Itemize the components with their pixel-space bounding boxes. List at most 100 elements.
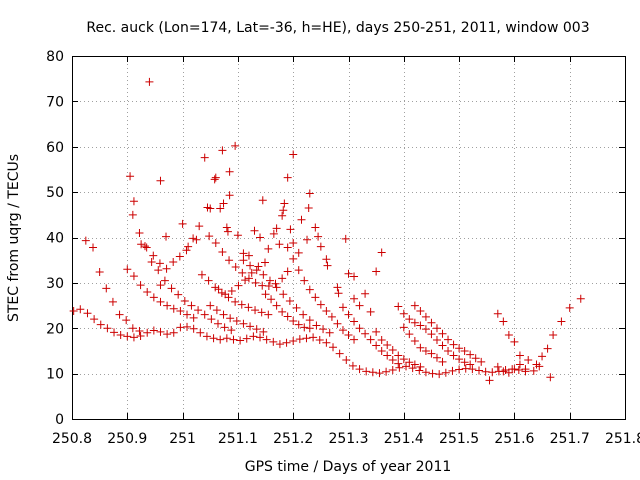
data-point bbox=[227, 287, 236, 296]
y-axis-label: STEC from uqrg / TECUs bbox=[6, 154, 22, 322]
data-point bbox=[543, 344, 552, 353]
data-point bbox=[355, 324, 364, 333]
data-point bbox=[435, 370, 444, 379]
x-tick-label: 251.7 bbox=[550, 431, 590, 447]
data-point bbox=[90, 315, 99, 324]
data-point bbox=[278, 274, 287, 283]
data-point bbox=[311, 293, 320, 302]
data-point bbox=[205, 232, 214, 241]
data-point bbox=[399, 355, 408, 364]
data-point bbox=[410, 318, 419, 327]
data-point bbox=[163, 301, 172, 310]
data-point bbox=[213, 319, 222, 328]
data-point bbox=[477, 357, 486, 366]
data-point bbox=[394, 351, 403, 360]
data-point bbox=[227, 326, 236, 335]
data-point bbox=[466, 360, 475, 369]
data-point bbox=[204, 276, 213, 285]
data-point bbox=[239, 256, 248, 265]
data-point bbox=[149, 251, 158, 260]
data-point bbox=[312, 321, 321, 330]
data-point bbox=[334, 289, 343, 298]
data-point bbox=[289, 316, 298, 325]
data-point bbox=[289, 238, 298, 247]
x-tick-label: 251.1 bbox=[218, 431, 258, 447]
data-point bbox=[136, 331, 145, 340]
data-point bbox=[421, 368, 430, 377]
data-point bbox=[302, 334, 311, 343]
data-point bbox=[225, 167, 234, 176]
data-point bbox=[214, 285, 223, 294]
data-point bbox=[197, 270, 206, 279]
data-point bbox=[366, 335, 375, 344]
data-point bbox=[304, 204, 313, 213]
x-tick-label: 251 bbox=[169, 431, 196, 447]
data-point bbox=[278, 307, 287, 316]
data-point bbox=[236, 336, 245, 345]
data-point bbox=[295, 335, 304, 344]
data-point bbox=[202, 332, 211, 341]
data-point bbox=[180, 297, 189, 306]
data-point bbox=[416, 321, 425, 330]
data-point bbox=[438, 357, 447, 366]
data-point bbox=[156, 176, 165, 185]
data-point bbox=[219, 199, 228, 208]
data-point bbox=[350, 335, 359, 344]
data-point bbox=[449, 351, 458, 360]
data-point bbox=[261, 290, 270, 299]
data-point bbox=[249, 332, 258, 341]
data-point bbox=[493, 309, 502, 318]
data-point bbox=[256, 233, 265, 242]
data-point bbox=[238, 268, 247, 277]
data-point bbox=[211, 283, 220, 292]
data-point bbox=[535, 362, 544, 371]
data-point bbox=[259, 327, 268, 336]
data-point bbox=[207, 315, 216, 324]
data-point bbox=[257, 308, 266, 317]
data-point bbox=[504, 368, 513, 377]
data-point bbox=[557, 317, 566, 326]
data-point bbox=[514, 365, 523, 374]
data-point bbox=[361, 289, 370, 298]
data-point bbox=[538, 352, 547, 361]
data-point bbox=[218, 248, 227, 257]
data-point bbox=[297, 215, 306, 224]
data-point bbox=[333, 319, 342, 328]
data-point bbox=[182, 246, 191, 255]
data-point bbox=[319, 325, 328, 334]
data-point bbox=[129, 333, 138, 342]
data-point bbox=[126, 172, 135, 181]
data-point bbox=[405, 358, 414, 367]
data-point bbox=[399, 323, 408, 332]
data-point bbox=[206, 301, 215, 310]
data-point bbox=[372, 341, 381, 350]
data-point bbox=[327, 312, 336, 321]
data-point bbox=[468, 365, 477, 374]
data-point bbox=[246, 322, 255, 331]
y-tick-label: 50 bbox=[46, 185, 64, 201]
data-point bbox=[252, 325, 261, 334]
data-point bbox=[217, 288, 226, 297]
data-point bbox=[316, 300, 325, 309]
data-point bbox=[251, 306, 260, 315]
data-point bbox=[135, 326, 144, 335]
data-point bbox=[355, 301, 364, 310]
y-tick-label: 20 bbox=[46, 321, 64, 337]
data-point bbox=[289, 150, 298, 159]
data-point bbox=[194, 306, 203, 315]
data-point bbox=[279, 290, 288, 299]
data-point bbox=[162, 232, 171, 241]
data-point bbox=[129, 272, 138, 281]
y-tick-label: 30 bbox=[46, 276, 64, 292]
data-point bbox=[455, 355, 464, 364]
data-point bbox=[305, 189, 314, 198]
data-point bbox=[256, 333, 265, 342]
data-point bbox=[388, 356, 397, 365]
y-tick-label: 80 bbox=[46, 49, 64, 65]
data-point bbox=[251, 278, 260, 287]
data-point bbox=[303, 235, 312, 244]
data-point bbox=[211, 238, 220, 247]
data-point bbox=[155, 259, 164, 268]
data-point bbox=[316, 242, 325, 251]
data-point bbox=[427, 349, 436, 358]
